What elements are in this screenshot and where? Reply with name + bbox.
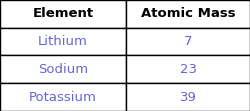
FancyBboxPatch shape: [126, 0, 250, 28]
Text: 39: 39: [180, 91, 196, 104]
Text: 7: 7: [184, 35, 192, 48]
FancyBboxPatch shape: [126, 83, 250, 111]
FancyBboxPatch shape: [126, 56, 250, 83]
Text: Sodium: Sodium: [38, 63, 88, 76]
Text: Atomic Mass: Atomic Mass: [141, 7, 236, 20]
FancyBboxPatch shape: [0, 28, 126, 56]
FancyBboxPatch shape: [0, 0, 126, 28]
Text: Element: Element: [32, 7, 94, 20]
Text: Lithium: Lithium: [38, 35, 88, 48]
Text: Potassium: Potassium: [29, 91, 97, 104]
Text: 23: 23: [180, 63, 196, 76]
FancyBboxPatch shape: [126, 28, 250, 56]
FancyBboxPatch shape: [0, 83, 126, 111]
FancyBboxPatch shape: [0, 56, 126, 83]
